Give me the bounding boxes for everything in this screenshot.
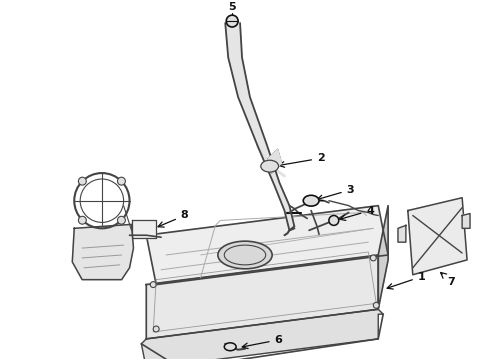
Text: 5: 5: [228, 2, 236, 12]
Text: 1: 1: [387, 272, 425, 289]
Polygon shape: [462, 213, 470, 228]
Polygon shape: [142, 309, 383, 360]
Circle shape: [153, 326, 159, 332]
Polygon shape: [378, 206, 388, 309]
Text: 2: 2: [279, 153, 325, 167]
Ellipse shape: [218, 241, 272, 269]
Polygon shape: [147, 206, 388, 285]
Polygon shape: [408, 198, 467, 275]
Text: 8: 8: [158, 211, 189, 227]
Text: 7: 7: [441, 273, 455, 287]
Circle shape: [150, 282, 156, 288]
Polygon shape: [398, 225, 406, 242]
Polygon shape: [268, 149, 282, 173]
Circle shape: [329, 216, 339, 225]
Circle shape: [370, 255, 376, 261]
Polygon shape: [131, 220, 156, 238]
Circle shape: [118, 216, 125, 224]
Polygon shape: [147, 255, 378, 339]
Text: 4: 4: [340, 206, 374, 220]
Ellipse shape: [224, 343, 236, 351]
Text: 3: 3: [317, 185, 354, 201]
Polygon shape: [73, 224, 133, 280]
Circle shape: [226, 15, 238, 27]
Ellipse shape: [303, 195, 319, 206]
Polygon shape: [225, 23, 294, 230]
Text: 6: 6: [242, 335, 282, 348]
Circle shape: [118, 177, 125, 185]
Circle shape: [78, 216, 86, 224]
Ellipse shape: [261, 160, 278, 172]
Circle shape: [78, 177, 86, 185]
Circle shape: [373, 302, 379, 308]
